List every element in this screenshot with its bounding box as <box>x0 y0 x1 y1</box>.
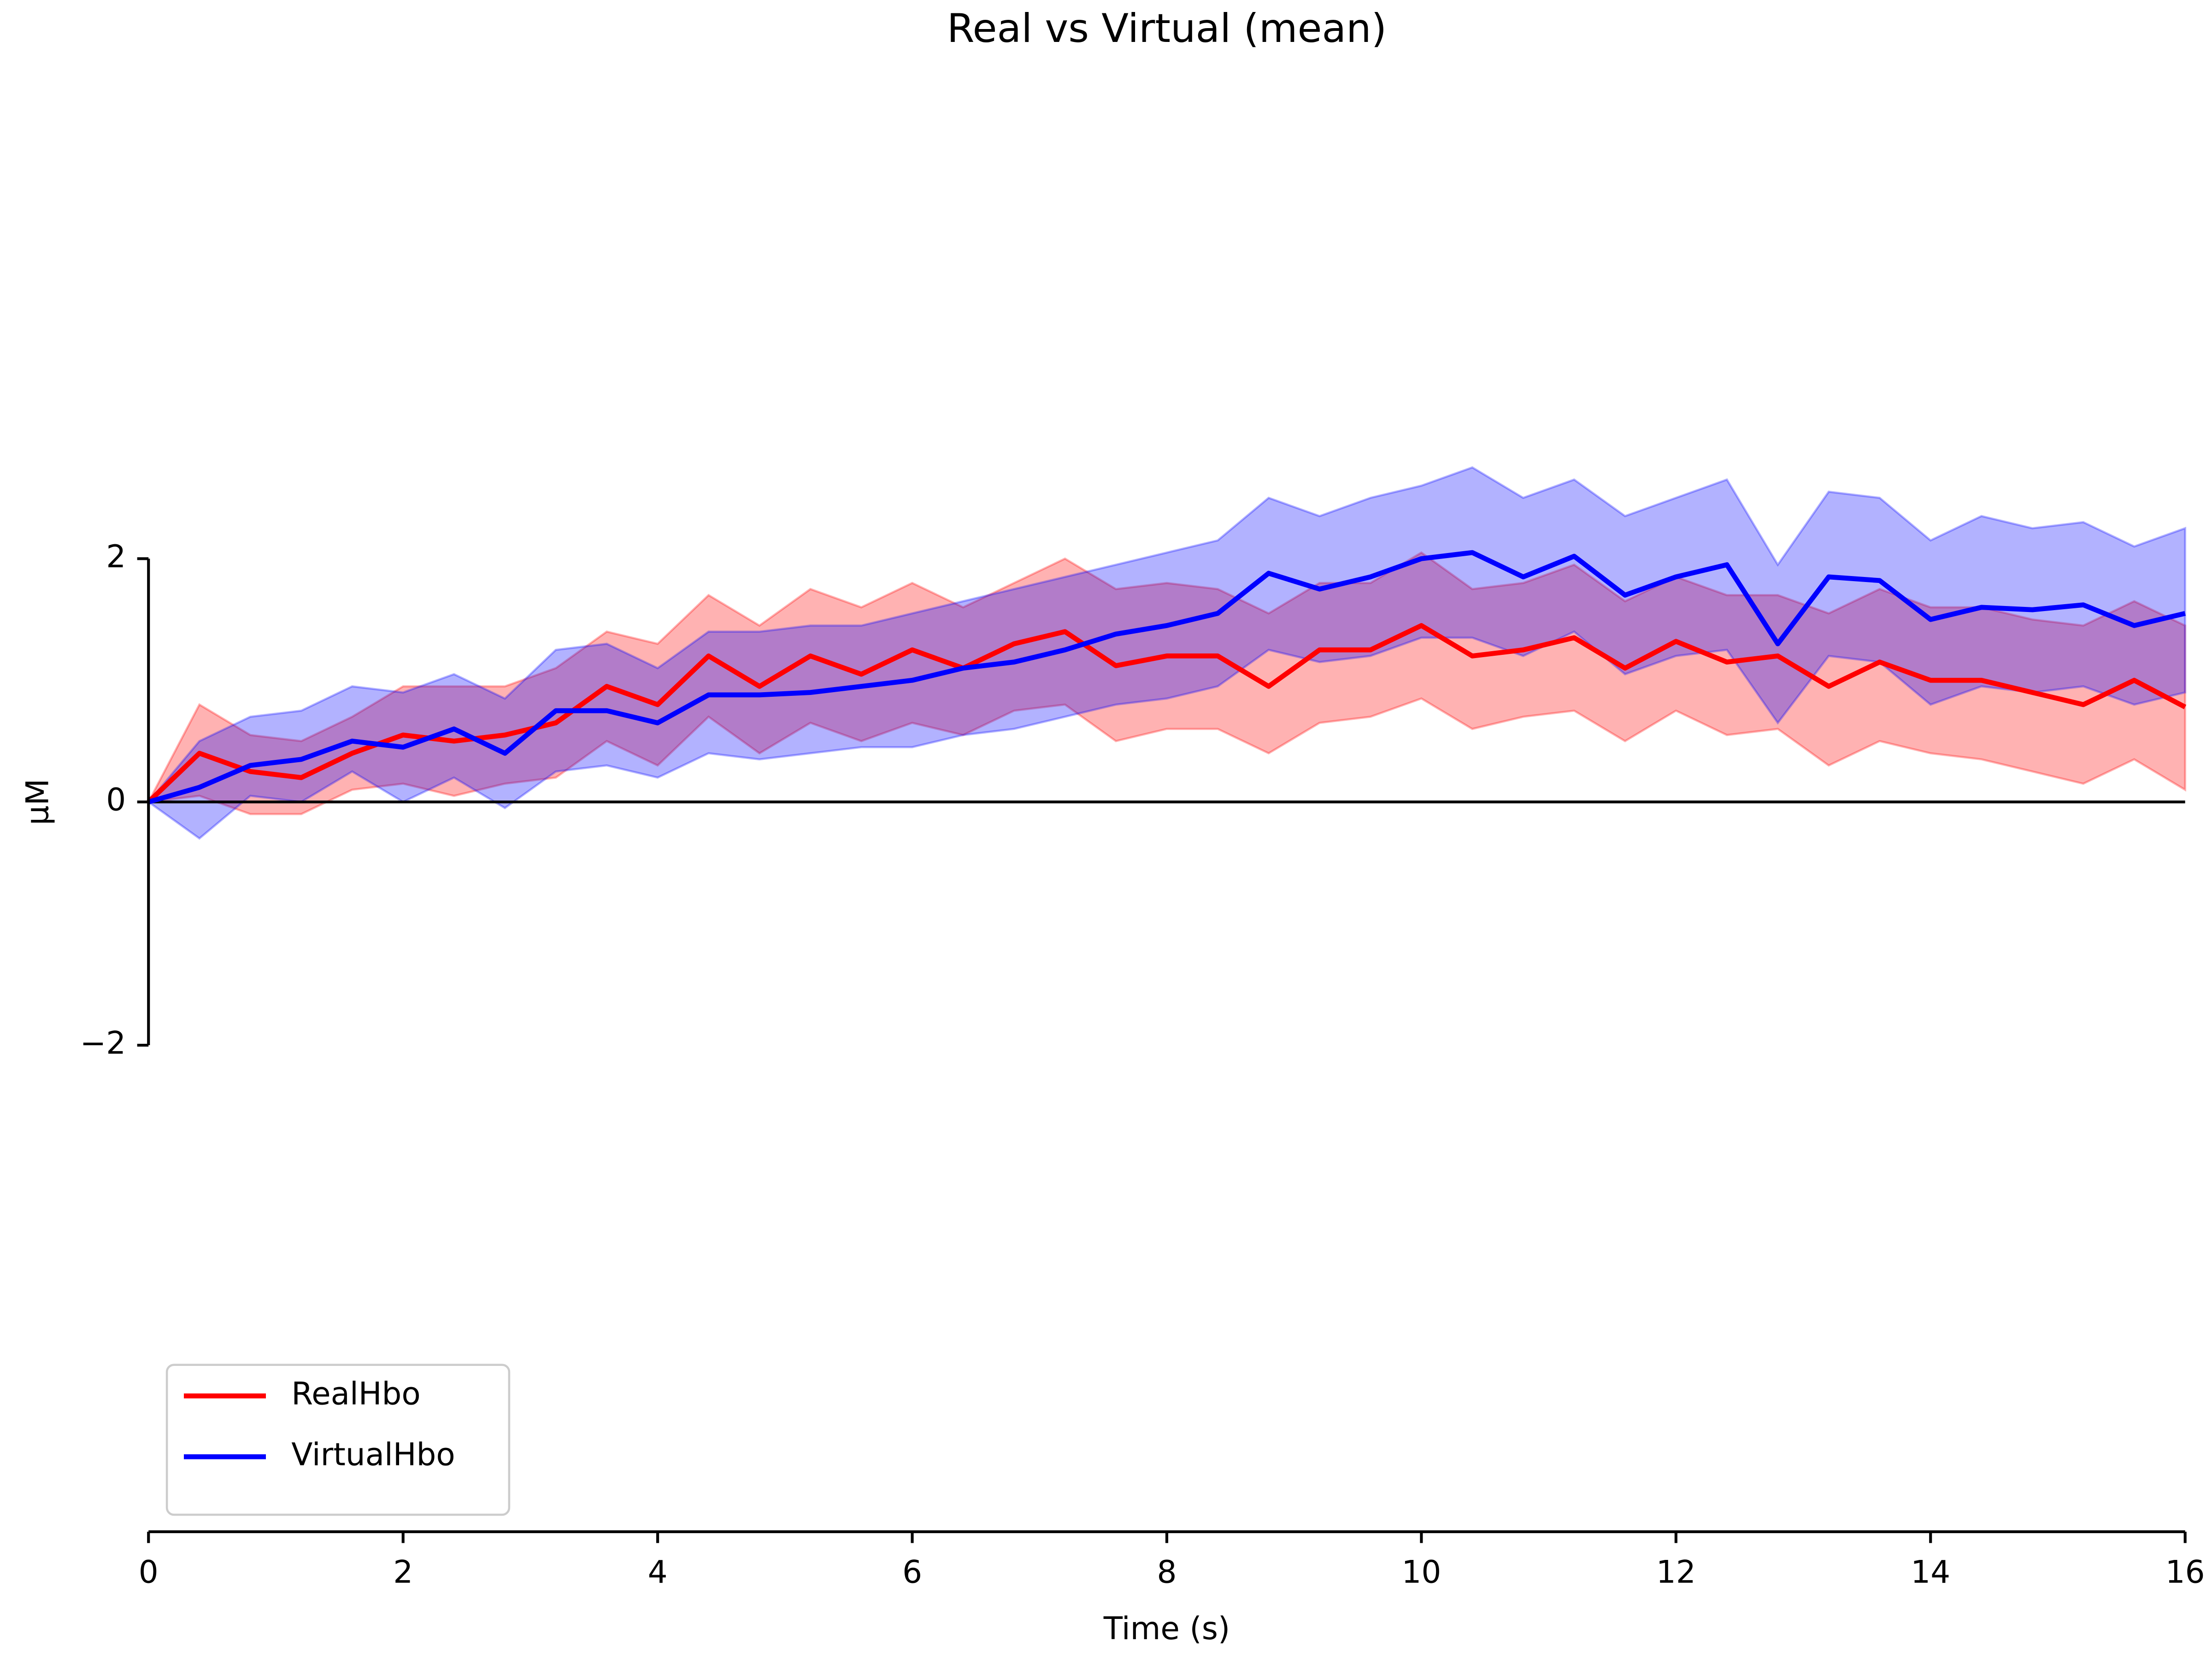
y-tick-label: 0 <box>106 782 126 818</box>
legend-label: VirtualHbo <box>291 1436 455 1473</box>
legend-box <box>165 1364 511 1516</box>
x-tick-label: 0 <box>139 1553 159 1590</box>
x-axis-label: Time (s) <box>1103 1610 1230 1647</box>
confidence-band <box>147 466 2186 840</box>
y-tick-label: −2 <box>80 1025 126 1061</box>
confidence-band <box>147 551 2186 815</box>
x-tick-label: 4 <box>648 1553 668 1590</box>
x-tick-label: 12 <box>1656 1553 1696 1590</box>
x-tick-label: 16 <box>2165 1553 2205 1590</box>
y-tick-label: 2 <box>106 538 126 575</box>
x-tick-label: 10 <box>1401 1553 1441 1590</box>
series-line <box>147 550 2186 805</box>
chart-title: Real vs Virtual (mean) <box>947 6 1387 52</box>
legend-label: RealHbo <box>291 1376 420 1412</box>
x-tick-label: 6 <box>902 1553 922 1590</box>
x-tick-label: 8 <box>1157 1553 1177 1590</box>
series-line <box>147 623 2187 804</box>
y-axis-label: µM <box>19 779 55 825</box>
x-tick-label: 14 <box>1911 1553 1950 1590</box>
x-tick-label: 2 <box>393 1553 413 1590</box>
